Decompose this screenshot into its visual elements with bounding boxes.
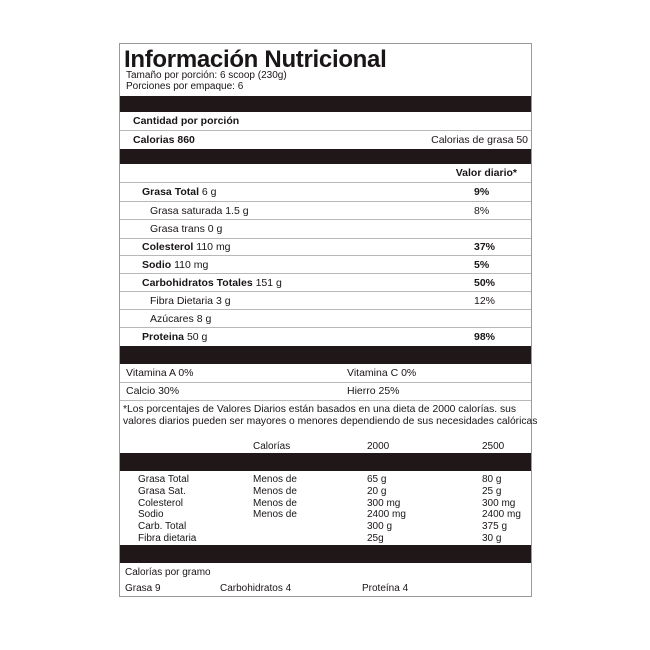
nutrient-name: Colesterol bbox=[142, 241, 194, 253]
nutrient-label: Azúcares 8 g bbox=[150, 313, 211, 325]
nutrient-daily-value: 5% bbox=[474, 258, 490, 271]
vitamin-row: Vitamina A 0% Vitamina C 0% bbox=[120, 364, 531, 383]
nutrient-row: Carbohidratos Totales 151 g 50% bbox=[120, 274, 531, 292]
ref-table-cell: Menos de bbox=[253, 509, 297, 521]
divider-bar bbox=[120, 149, 531, 164]
nutrient-label: Colesterol 110 mg bbox=[142, 241, 231, 253]
divider-bar bbox=[120, 545, 531, 563]
nutrient-name: Fibra Dietaria bbox=[150, 294, 214, 307]
nutrient-amount: 6 g bbox=[201, 186, 217, 198]
ref-table-cell: 65 g bbox=[367, 474, 387, 485]
nutrient-daily-value: 8% bbox=[474, 204, 490, 217]
ref-table-cell: Grasa Total bbox=[138, 474, 189, 485]
nutrient-amount: 50 g bbox=[186, 330, 208, 343]
calories-per-gram-label: Calorías por gramo bbox=[125, 567, 211, 578]
protein-per-gram: Proteína 4 bbox=[362, 583, 409, 594]
ref-table-cell: 2400 mg bbox=[482, 509, 521, 521]
nutrient-row: Grasa Total 6 g 9% bbox=[120, 183, 531, 202]
ref-table-cell: 25g bbox=[367, 533, 384, 544]
ref-table-cell: 300 mg bbox=[367, 497, 401, 509]
label-title: Información Nutricional bbox=[124, 46, 387, 73]
ref-table-cell: 25 g bbox=[482, 485, 502, 497]
nutrient-label: Grasa Total 6 g bbox=[142, 186, 217, 198]
footnote-line: *Los porcentajes de Valores Diarios está… bbox=[123, 404, 517, 415]
serving-size: Tamaño por porción: 6 scoop (230g) bbox=[126, 70, 287, 81]
nutrient-amount: 1.5 g bbox=[225, 204, 249, 217]
daily-value-header-row: Valor diario* bbox=[120, 164, 531, 183]
ref-header-calories: Calorías bbox=[253, 441, 291, 452]
calories-from-fat: Calorias de grasa 50 bbox=[431, 133, 528, 146]
nutrient-daily-value: 50% bbox=[474, 276, 496, 289]
ref-table-cell: 375 g bbox=[482, 521, 508, 533]
amount-per-serving: Cantidad por porción bbox=[133, 115, 240, 127]
nutrient-row: Grasa saturada 1.5 g 8% bbox=[120, 202, 531, 220]
nutrition-facts-label: Información Nutricional Tamaño por porci… bbox=[119, 43, 537, 597]
nutrient-label: Proteina 50 g bbox=[142, 331, 207, 343]
amount-per-serving-row: Cantidad por porción bbox=[120, 112, 531, 131]
servings-per-container: Porciones por empaque: 6 bbox=[126, 81, 244, 92]
nutrient-name: Sodio bbox=[142, 258, 172, 271]
nutrient-row: Colesterol 110 mg 37% bbox=[120, 239, 531, 256]
nutrient-name: Azúcares bbox=[150, 312, 194, 325]
ref-table-cell: 30 g bbox=[482, 533, 502, 544]
ref-table-cell: Menos de bbox=[253, 485, 297, 497]
ref-table-cell: 2400 mg bbox=[367, 509, 406, 521]
ref-table-cell: Grasa Sat. bbox=[138, 485, 186, 497]
ref-table-cell: Colesterol bbox=[138, 497, 184, 509]
nutrient-amount: 110 mg bbox=[174, 258, 209, 271]
mineral-row: Calcio 30% Hierro 25% bbox=[120, 382, 531, 401]
calories-row: Calorias 860 Calorias de grasa 50 bbox=[120, 131, 531, 148]
ref-header-2500: 2500 bbox=[482, 441, 505, 452]
divider-bar bbox=[120, 346, 531, 364]
nutrient-daily-value: 98% bbox=[474, 330, 496, 343]
fat-per-gram: Grasa 9 bbox=[125, 583, 161, 594]
ref-header-2000: 2000 bbox=[367, 441, 390, 452]
calories: Calorias 860 bbox=[133, 133, 195, 146]
nutrient-row: Grasa trans 0 g bbox=[120, 220, 531, 239]
iron: Hierro 25% bbox=[347, 385, 400, 397]
ref-table-cell: 300 g bbox=[367, 521, 393, 533]
nutrient-amount: 8 g bbox=[196, 312, 212, 325]
ref-table-cell: 20 g bbox=[367, 485, 387, 497]
nutrient-amount: 3 g bbox=[215, 294, 231, 307]
footnote-line: valores diarios pueden ser mayores o men… bbox=[123, 415, 538, 427]
ref-table-cell: Menos de bbox=[253, 474, 297, 485]
divider-bar bbox=[120, 96, 531, 112]
nutrient-daily-value: 9% bbox=[474, 186, 490, 198]
ref-table-cell: 300 mg bbox=[482, 497, 516, 509]
nutrient-row: Proteina 50 g 98% bbox=[120, 328, 531, 345]
nutrient-label: Carbohidratos Totales 151 g bbox=[142, 277, 282, 289]
nutrient-label: Sodio 110 mg bbox=[142, 259, 208, 271]
footnote: *Los porcentajes de Valores Diarios está… bbox=[123, 404, 537, 428]
nutrient-name: Proteina bbox=[142, 330, 185, 343]
nutrient-label: Grasa trans 0 g bbox=[150, 223, 222, 235]
nutrient-label: Fibra Dietaria 3 g bbox=[150, 295, 231, 307]
nutrient-daily-value: 37% bbox=[474, 241, 496, 253]
ref-table-cell: Fibra dietaria bbox=[138, 533, 197, 544]
nutrient-row: Fibra Dietaria 3 g 12% bbox=[120, 292, 531, 310]
ref-table-cell: 80 g bbox=[482, 474, 502, 485]
nutrient-amount: 110 mg bbox=[196, 241, 231, 253]
nutrient-amount: 151 g bbox=[255, 276, 282, 289]
divider-bar bbox=[120, 453, 531, 471]
daily-value-header: Valor diario* bbox=[455, 167, 517, 179]
nutrient-name: Grasa trans bbox=[150, 223, 205, 235]
ref-table-cell: Sodio bbox=[138, 509, 164, 521]
ref-table-cell: Menos de bbox=[253, 497, 297, 509]
carbs-per-gram: Carbohidratos 4 bbox=[220, 583, 292, 594]
vitamin-a: Vitamina A 0% bbox=[126, 367, 194, 379]
calcium: Calcio 30% bbox=[126, 385, 180, 397]
vitamin-c: Vitamina C 0% bbox=[347, 367, 417, 379]
nutrient-name: Grasa saturada bbox=[150, 204, 223, 217]
nutrient-amount: 0 g bbox=[207, 223, 223, 235]
nutrient-row: Azúcares 8 g bbox=[120, 310, 531, 328]
nutrient-name: Grasa Total bbox=[142, 186, 199, 198]
nutrient-label: Grasa saturada 1.5 g bbox=[150, 205, 249, 217]
nutrient-daily-value: 12% bbox=[474, 294, 496, 307]
nutrient-row: Sodio 110 mg 5% bbox=[120, 256, 531, 274]
ref-table-cell: Carb. Total bbox=[138, 521, 187, 533]
nutrient-name: Carbohidratos Totales bbox=[142, 276, 253, 289]
